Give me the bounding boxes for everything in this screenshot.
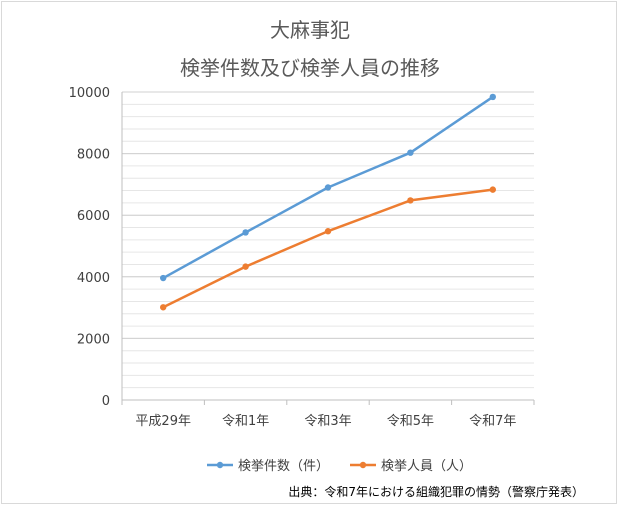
y-axis-ticks: 0 2000 4000 6000 8000 10000	[69, 86, 110, 409]
y-tick-label: 10000	[69, 86, 110, 101]
legend: 検挙件数（件） 検挙人員（人）	[207, 459, 472, 474]
y-tick-label: 6000	[77, 209, 110, 224]
x-tick-label: 令和3年	[304, 414, 351, 429]
x-axis-ticks: 平成29年 令和1年 令和3年 令和5年 令和7年	[135, 414, 516, 429]
data-point	[160, 304, 167, 311]
chart-subtitle: 検挙件数及び検挙人員の推移	[180, 56, 440, 80]
x-tick-label: 令和5年	[387, 414, 434, 429]
source-note: 出典：令和7年における組織犯罪の情勢（警察庁発表）	[288, 484, 584, 499]
y-tick-label: 8000	[77, 148, 110, 163]
data-point	[407, 197, 414, 204]
chart-title: 大麻事犯	[270, 18, 350, 42]
legend-marker-2	[359, 461, 367, 469]
x-tick-label: 令和7年	[469, 414, 516, 429]
series-group	[160, 93, 496, 311]
data-point	[324, 184, 332, 191]
y-tick-label: 4000	[77, 271, 110, 286]
legend-marker-1	[216, 461, 224, 469]
y-tick-label: 2000	[77, 332, 110, 347]
legend-label-2: 検挙人員（人）	[381, 459, 472, 474]
data-point	[324, 228, 332, 235]
legend-label-1: 検挙件数（件）	[238, 459, 329, 474]
data-point	[242, 229, 249, 236]
gridlines	[121, 91, 535, 405]
data-point	[242, 263, 249, 270]
series-line-2	[162, 188, 493, 309]
data-point	[160, 274, 167, 282]
x-tick-label: 平成29年	[135, 414, 191, 429]
y-tick-label: 0	[102, 394, 110, 409]
data-point	[407, 149, 414, 156]
data-point	[489, 186, 496, 193]
x-tick-label: 令和1年	[222, 414, 269, 429]
data-point	[489, 93, 496, 101]
